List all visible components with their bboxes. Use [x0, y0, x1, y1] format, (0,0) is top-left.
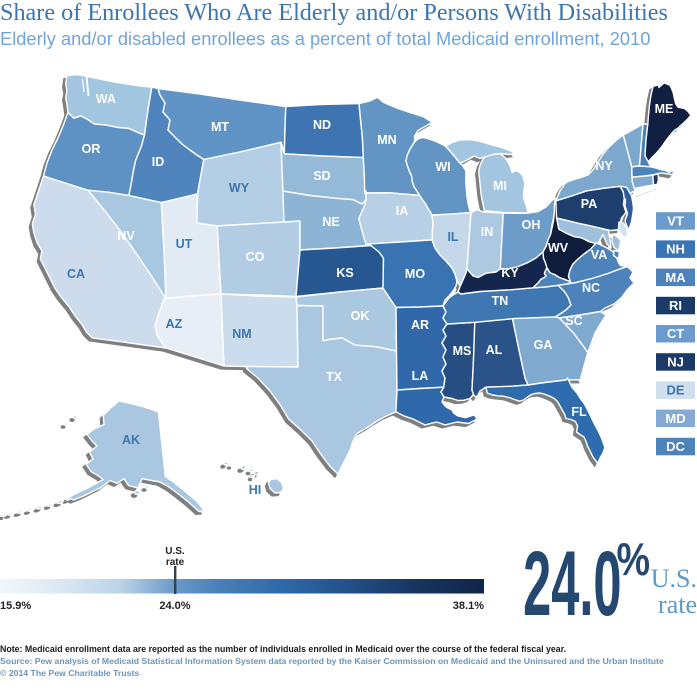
svg-text:rate: rate [658, 590, 697, 619]
svg-text:NE: NE [322, 215, 339, 229]
svg-text:IL: IL [447, 230, 458, 244]
svg-text:LA: LA [412, 369, 429, 383]
svg-text:AR: AR [411, 318, 429, 332]
svg-text:TN: TN [492, 294, 509, 308]
svg-text:15.9%: 15.9% [0, 600, 31, 612]
svg-text:MN: MN [377, 133, 396, 147]
svg-text:TX: TX [326, 370, 343, 384]
svg-text:24.0: 24.0 [523, 532, 621, 635]
svg-text:rate: rate [166, 557, 185, 568]
svg-text:MD: MD [665, 411, 685, 426]
svg-text:CA: CA [67, 267, 85, 281]
svg-text:WV: WV [548, 241, 569, 255]
svg-text:GA: GA [534, 338, 553, 352]
svg-text:IA: IA [396, 204, 409, 218]
svg-text:VA: VA [591, 248, 607, 262]
svg-text:FL: FL [571, 405, 587, 419]
svg-text:NC: NC [582, 281, 600, 295]
svg-text:CT: CT [667, 326, 684, 341]
svg-text:OH: OH [522, 218, 541, 232]
svg-text:AK: AK [122, 433, 140, 447]
svg-text:NY: NY [595, 159, 613, 173]
svg-text:MO: MO [405, 267, 425, 281]
svg-text:SD: SD [313, 169, 330, 183]
svg-text:U.S.: U.S. [165, 546, 185, 557]
svg-text:RI: RI [669, 298, 682, 313]
svg-text:DC: DC [666, 439, 685, 454]
svg-text:PA: PA [581, 197, 597, 211]
svg-text:CO: CO [246, 250, 265, 264]
svg-text:UT: UT [176, 237, 193, 251]
svg-text:WA: WA [96, 92, 116, 106]
svg-text:ME: ME [655, 102, 674, 116]
svg-text:VT: VT [667, 213, 684, 228]
svg-text:%: % [616, 533, 650, 584]
svg-text:IN: IN [481, 225, 494, 239]
svg-text:MS: MS [453, 344, 472, 358]
svg-text:MA: MA [665, 270, 686, 285]
svg-text:MT: MT [211, 120, 229, 134]
svg-text:NV: NV [117, 229, 135, 243]
svg-text:OR: OR [82, 142, 101, 156]
svg-text:WY: WY [229, 181, 250, 195]
svg-text:MI: MI [493, 179, 507, 193]
svg-text:ID: ID [152, 155, 165, 169]
svg-text:DE: DE [666, 383, 684, 398]
svg-text:OK: OK [351, 309, 370, 323]
svg-text:38.1%: 38.1% [453, 600, 484, 612]
svg-text:KY: KY [501, 266, 519, 280]
svg-text:AZ: AZ [166, 317, 183, 331]
svg-text:24.0%: 24.0% [159, 600, 190, 612]
svg-text:NM: NM [232, 327, 251, 341]
svg-text:AL: AL [486, 343, 503, 357]
svg-text:KS: KS [336, 266, 353, 280]
svg-text:HI: HI [249, 483, 262, 497]
svg-text:NJ: NJ [667, 354, 684, 369]
svg-text:SC: SC [565, 314, 582, 328]
svg-text:NH: NH [666, 242, 685, 257]
svg-text:U.S.: U.S. [651, 564, 697, 593]
svg-text:ND: ND [313, 118, 331, 132]
svg-text:WI: WI [435, 160, 450, 174]
